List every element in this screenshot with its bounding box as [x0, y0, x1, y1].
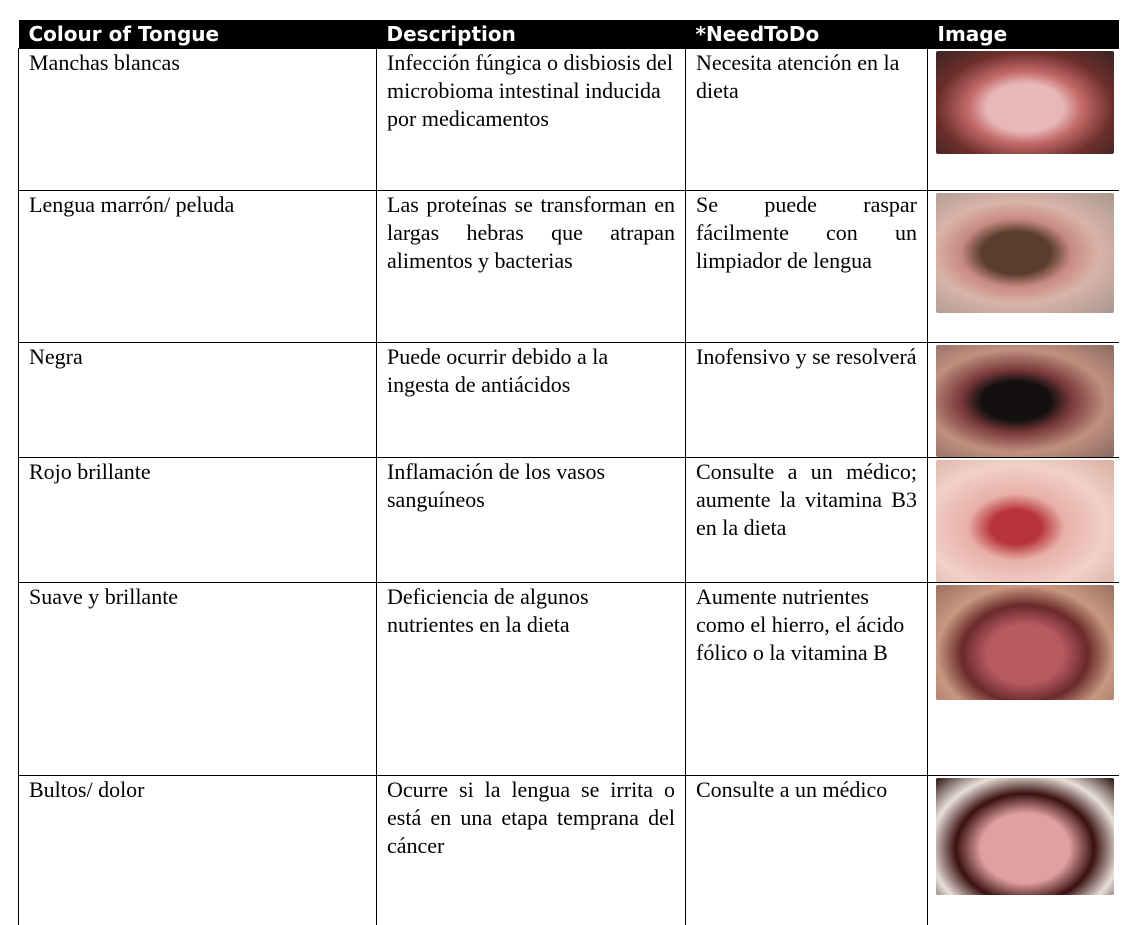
table-row: Negra Puede ocurrir debido a la ingesta d… — [18, 342, 1119, 458]
table-cell: Se puede raspar fácilmente con un limpia… — [685, 190, 928, 343]
table-cell: Aumente nutrientes como el hierro, el ác… — [685, 582, 928, 776]
table-cell: Ocurre si la lengua se irrita o está en … — [376, 775, 686, 925]
table-row: Manchas blancas Infección fúngica o disbi… — [18, 48, 1119, 191]
table-body: Manchas blancas Infección fúngica o disbi… — [18, 48, 1119, 925]
tongue-photo — [936, 51, 1114, 154]
tongue-table: Colour of Tongue Description *NeedToDo Imag… — [18, 20, 1119, 925]
tongue-photo — [936, 585, 1114, 700]
image-cell — [927, 457, 1119, 583]
table-cell: Consulte a un médico — [685, 775, 928, 925]
header-cell: Image — [927, 20, 1119, 49]
tongue-photo — [936, 193, 1114, 313]
table-cell: Necesita atención en la dieta — [685, 48, 928, 191]
header-row: Colour of Tongue Description *NeedToDo Imag… — [18, 20, 1119, 49]
table-cell: Bultos/ dolor — [18, 775, 377, 925]
table-cell: Consulte a un médico; aumente la vitamin… — [685, 457, 928, 583]
table-cell: Inofensivo y se resolverá — [685, 342, 928, 458]
header-cell: Description — [376, 20, 686, 49]
tongue-photo — [936, 345, 1114, 457]
table-cell: Puede ocurrir debido a la ingesta de ant… — [376, 342, 686, 458]
table-cell: Lengua marrón/ peluda — [18, 190, 377, 343]
image-cell — [927, 775, 1119, 925]
table-row: Lengua marrón/ peluda Las proteínas se tr… — [18, 190, 1119, 343]
table-cell: Infección fúngica o disbiosis del microb… — [376, 48, 686, 191]
image-cell — [927, 342, 1119, 458]
table-cell: Deficiencia de algunos nutrientes en la … — [376, 582, 686, 776]
table-cell: Inflamación de los vasos sanguíneos — [376, 457, 686, 583]
table-row: Rojo brillante Inflamación de los vasos s… — [18, 457, 1119, 583]
table-row: Suave y brillante Deficiencia de algunos … — [18, 582, 1119, 776]
image-cell — [927, 582, 1119, 776]
image-cell — [927, 48, 1119, 191]
table-cell: Rojo brillante — [18, 457, 377, 583]
table-cell: Suave y brillante — [18, 582, 377, 776]
header-cell: Colour of Tongue — [18, 20, 377, 49]
table-cell: Manchas blancas — [18, 48, 377, 191]
table-cell: Las proteínas se transforman en largas h… — [376, 190, 686, 343]
table-cell: Negra — [18, 342, 377, 458]
image-cell — [927, 190, 1119, 343]
tongue-photo — [936, 460, 1114, 582]
tongue-photo — [936, 778, 1114, 895]
table-row: Bultos/ dolor Ocurre si la lengua se irri… — [18, 775, 1119, 925]
header-cell: *NeedToDo — [685, 20, 928, 49]
